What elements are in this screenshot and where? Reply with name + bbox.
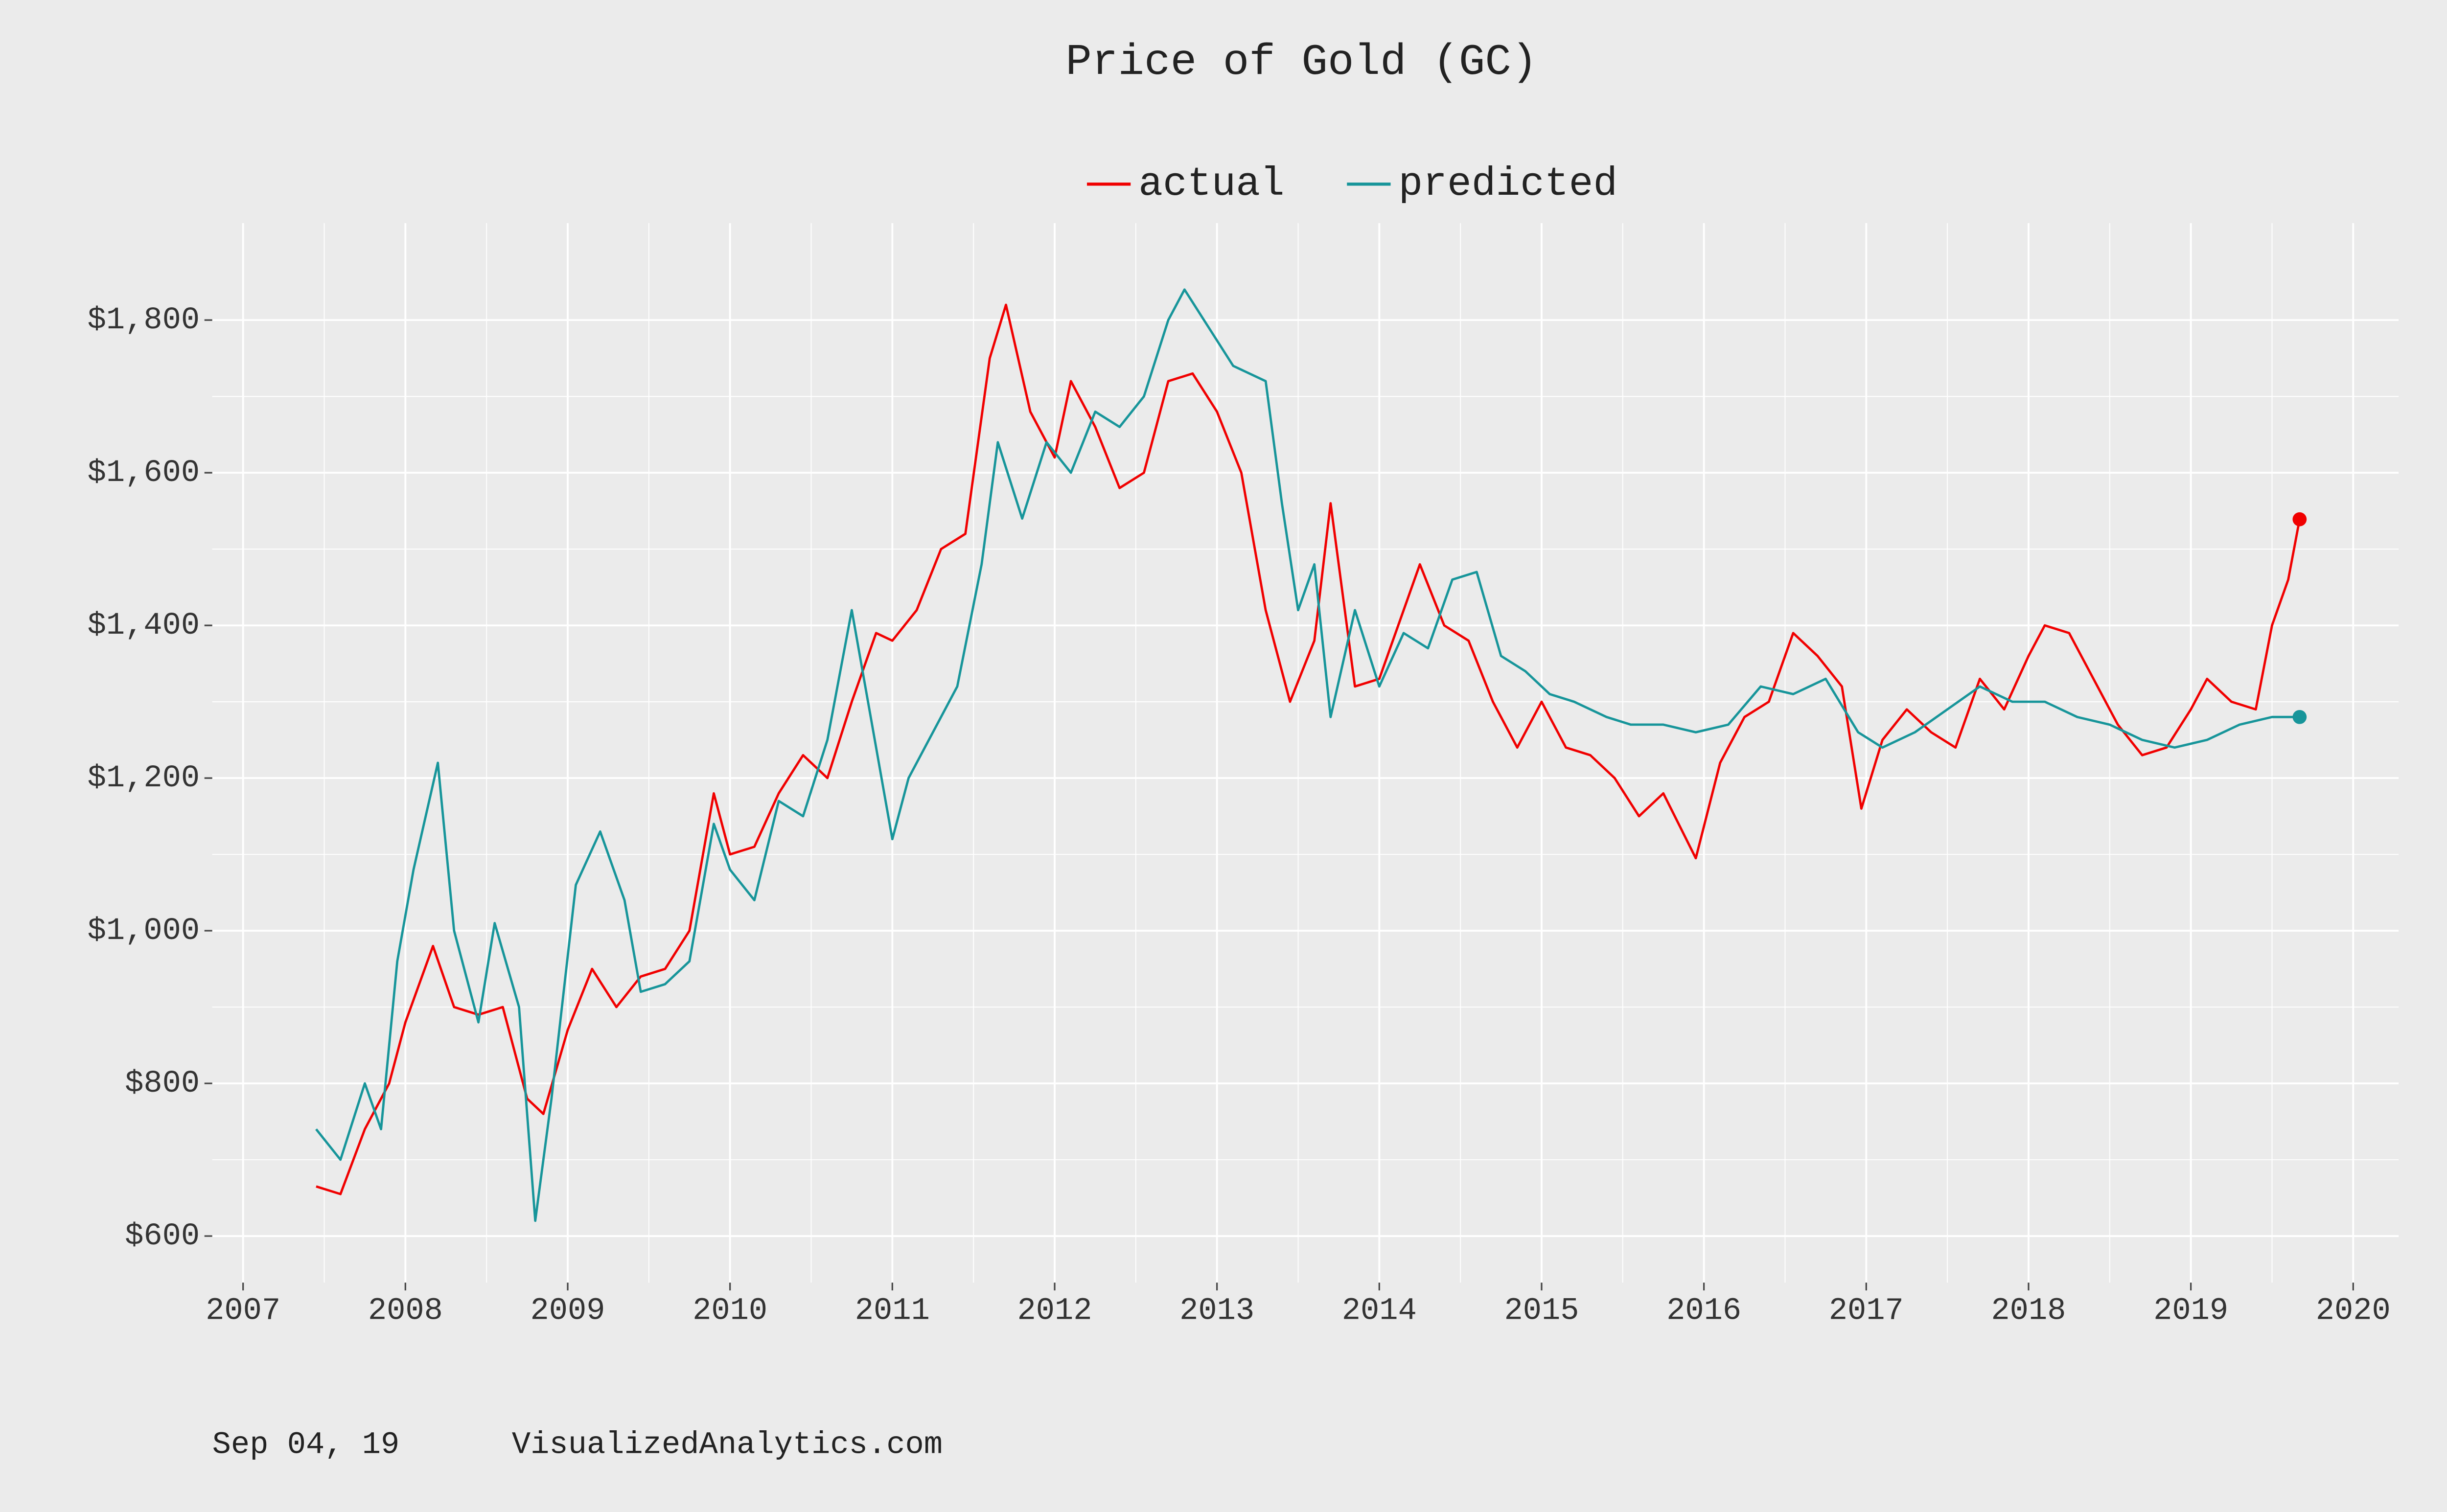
x-tick-label: 2015 [1504,1293,1579,1329]
y-tick-label: $1,400 [88,608,200,643]
footer-date: Sep 04, 19 [212,1428,400,1463]
x-tick-label: 2019 [2153,1293,2228,1329]
x-tick-label: 2012 [1017,1293,1092,1329]
y-tick-label: $800 [125,1066,200,1101]
y-tick-label: $1,000 [88,914,200,949]
x-tick-label: 2013 [1179,1293,1254,1329]
x-tick-label: 2008 [368,1293,443,1329]
x-tick-label: 2018 [1991,1293,2066,1329]
x-tick-label: 2010 [693,1293,767,1329]
x-tick-label: 2014 [1342,1293,1417,1329]
series-line [315,288,2300,1222]
x-tick-label: 2011 [855,1293,930,1329]
x-tick-label: 2009 [530,1293,605,1329]
legend-label: predicted [1398,161,1617,207]
y-tick-label: $1,800 [88,303,200,338]
y-tick-label: $600 [125,1219,200,1254]
x-tick-label: 2020 [2316,1293,2391,1329]
x-tick-label: 2016 [1666,1293,1741,1329]
x-tick-label: 2007 [206,1293,280,1329]
end-point [2292,710,2307,724]
legend-label: actual [1138,161,1284,207]
chart-title: Price of Gold (GC) [1065,38,1537,87]
end-point [2292,512,2307,527]
footer-source: VisualizedAnalytics.com [512,1428,943,1463]
series-line [316,303,2301,1195]
y-tick-label: $1,600 [88,456,200,491]
plot-panel [212,223,2399,1283]
y-tick-label: $1,200 [88,761,200,796]
x-tick-label: 2017 [1829,1293,1904,1329]
